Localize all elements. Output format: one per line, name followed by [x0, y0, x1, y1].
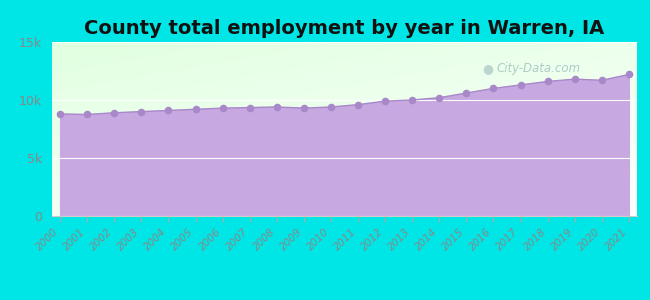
Point	[597, 78, 607, 83]
Point	[569, 77, 580, 82]
Point	[136, 109, 146, 114]
Text: ●: ●	[482, 61, 493, 75]
Point	[326, 105, 336, 110]
Point	[55, 112, 65, 116]
Point	[407, 98, 417, 102]
Point	[163, 108, 174, 113]
Point	[109, 110, 120, 115]
Point	[82, 112, 92, 117]
Point	[272, 105, 282, 110]
Point	[542, 79, 552, 84]
Point	[461, 91, 471, 95]
Title: County total employment by year in Warren, IA: County total employment by year in Warre…	[84, 19, 604, 38]
Text: City-Data.com: City-Data.com	[497, 61, 580, 75]
Point	[298, 106, 309, 110]
Point	[434, 95, 445, 100]
Point	[244, 105, 255, 110]
Point	[515, 82, 526, 87]
Point	[190, 107, 201, 112]
Point	[624, 72, 634, 77]
Point	[217, 106, 228, 110]
Point	[488, 86, 499, 91]
Point	[353, 102, 363, 107]
Point	[380, 99, 390, 103]
